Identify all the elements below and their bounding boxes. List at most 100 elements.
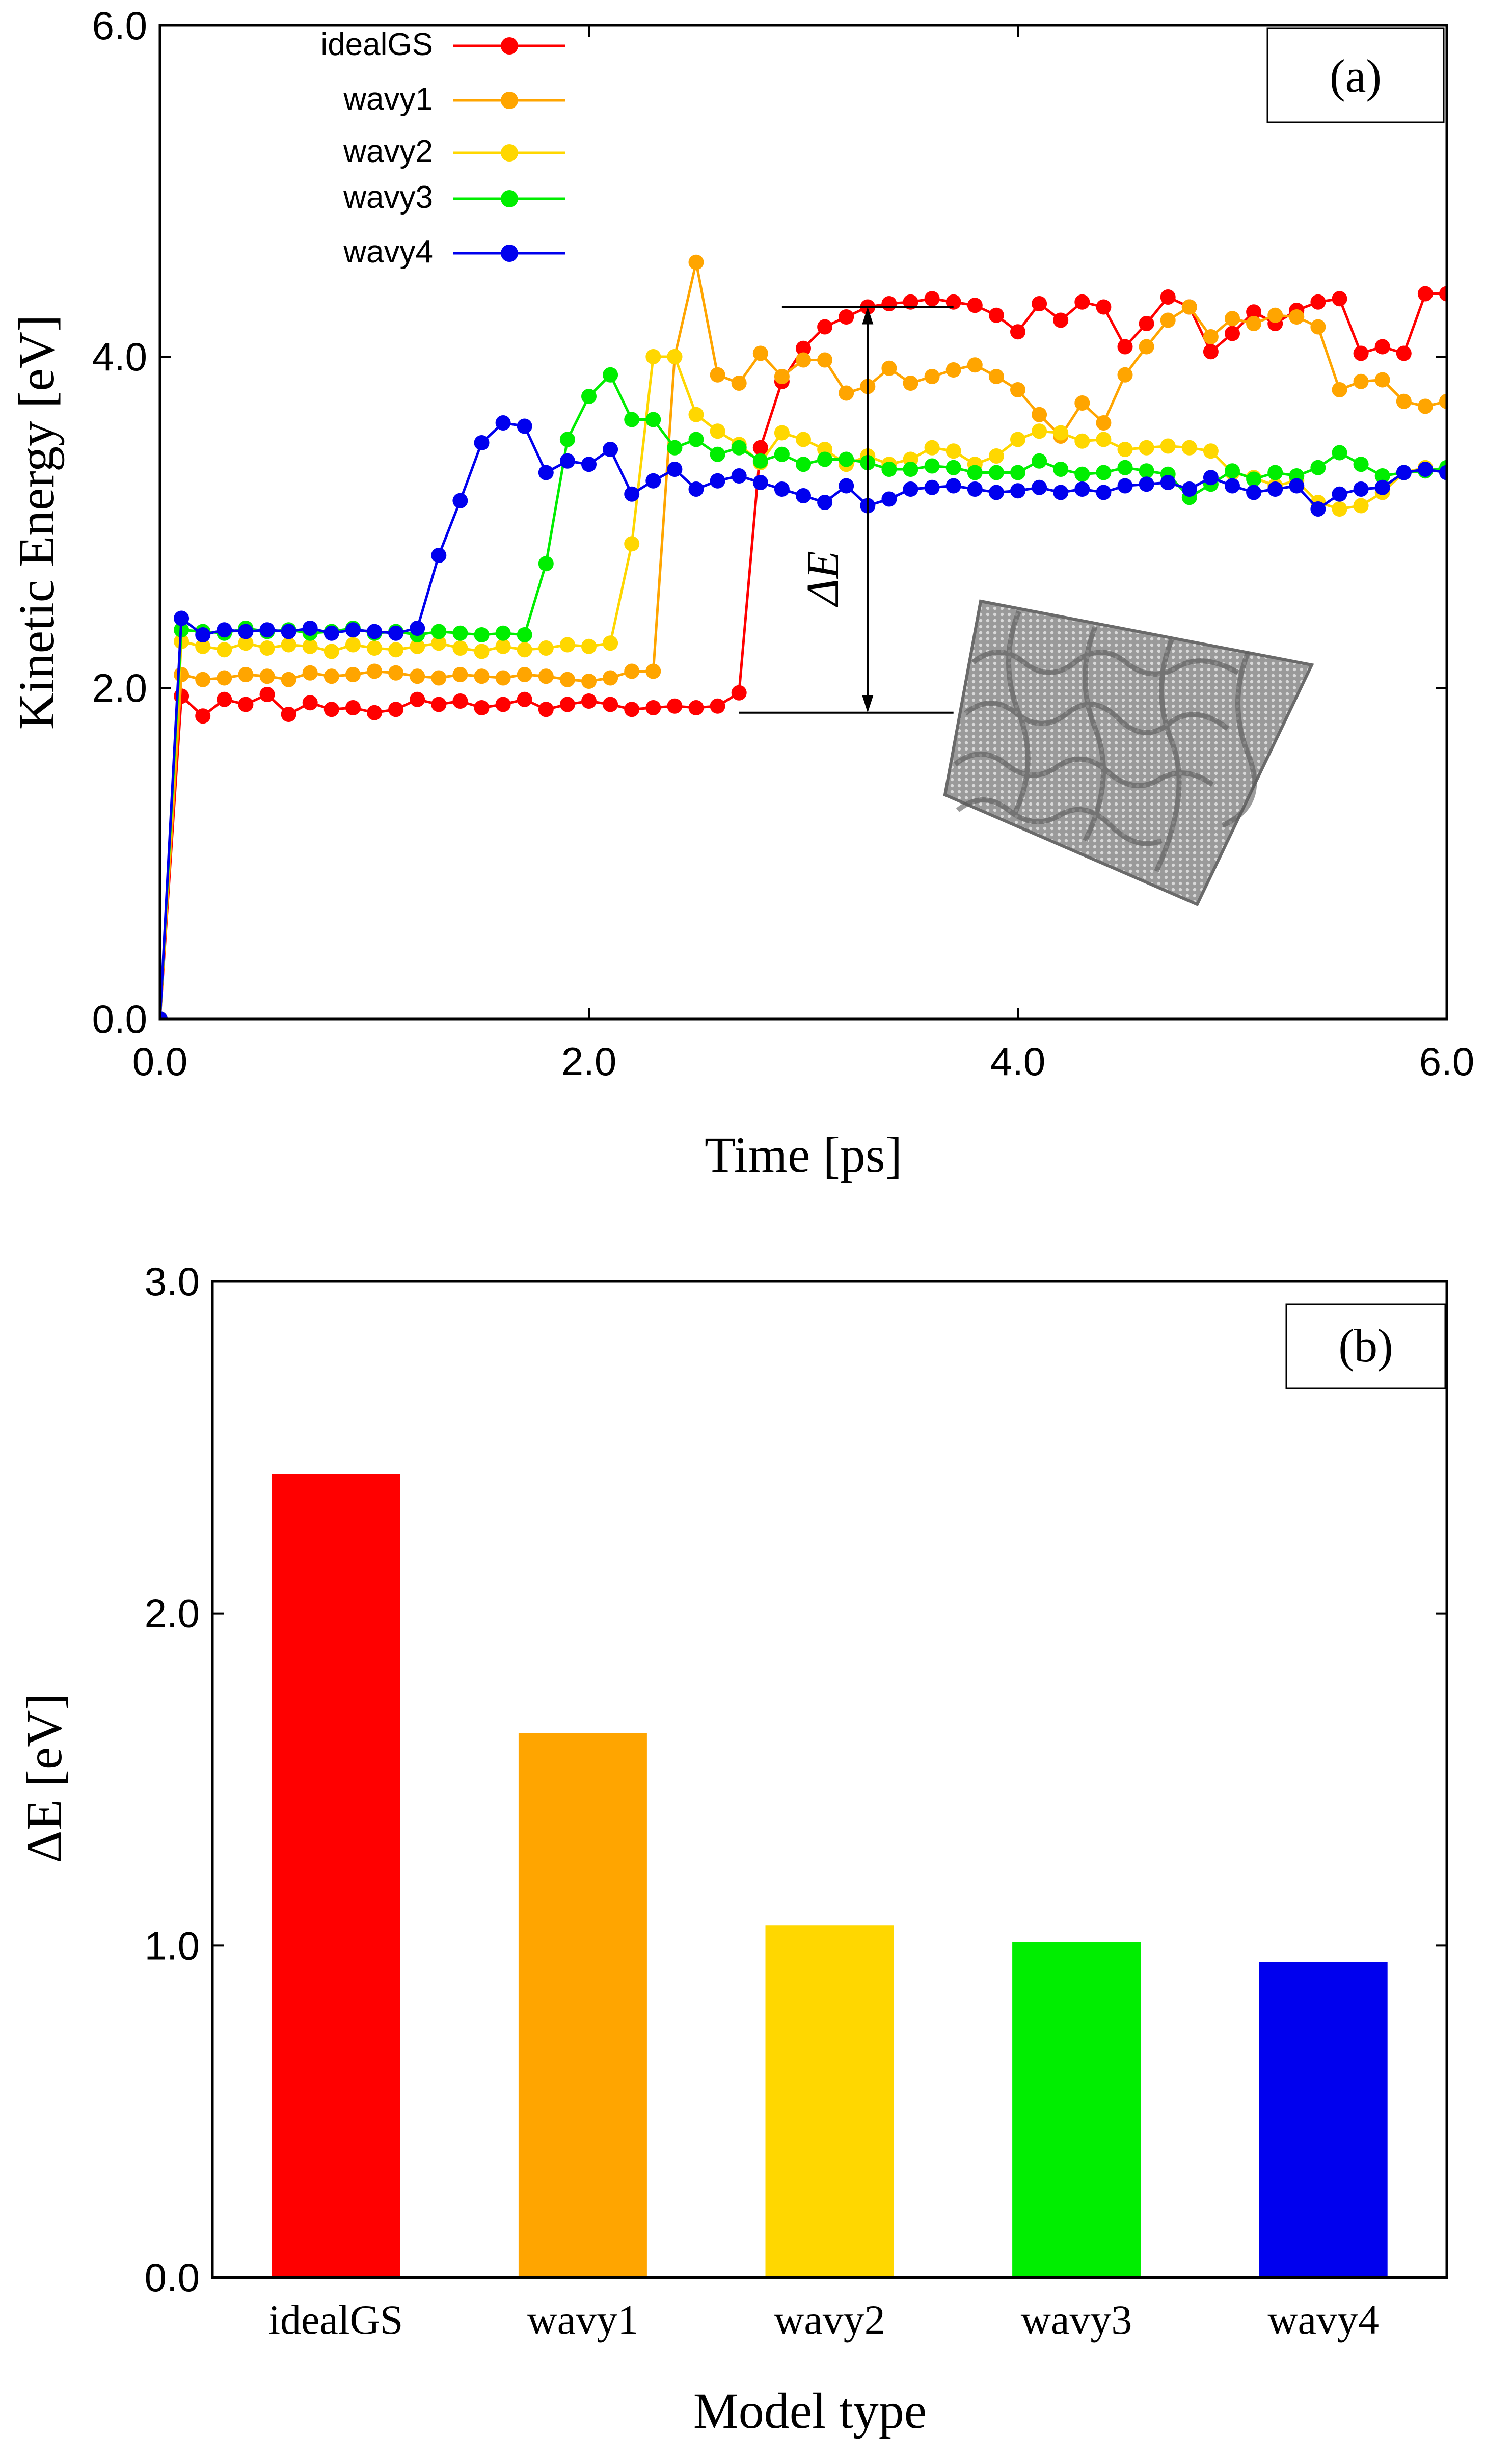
data-point-wavy1 <box>796 352 811 368</box>
data-point-wavy4 <box>431 548 447 563</box>
data-point-wavy3 <box>474 627 490 642</box>
data-point-wavy4 <box>1332 486 1347 502</box>
panel-b-label: (b) <box>1338 1320 1393 1372</box>
data-point-idealGS <box>1032 296 1047 311</box>
data-point-wavy4 <box>924 479 940 495</box>
data-point-idealGS <box>474 700 490 715</box>
data-point-wavy4 <box>1396 465 1412 480</box>
data-point-idealGS <box>710 698 725 714</box>
chart-b-y-tick-label: 0.0 <box>145 2255 200 2300</box>
data-point-wavy4 <box>903 481 918 497</box>
data-point-wavy4 <box>474 435 490 450</box>
data-point-wavy1 <box>967 357 983 373</box>
data-point-wavy1 <box>345 667 361 682</box>
data-point-wavy1 <box>323 668 339 684</box>
data-point-wavy1 <box>624 663 640 679</box>
wavy-graphene-inset-image <box>943 599 1314 906</box>
chart-b-x-axis-label: Model type <box>693 2382 927 2439</box>
data-point-idealGS <box>1353 345 1369 361</box>
data-point-wavy2 <box>945 443 961 459</box>
data-point-wavy1 <box>1289 309 1305 325</box>
chart-a-y-tick-label: 2.0 <box>92 665 147 710</box>
data-point-wavy1 <box>774 369 790 384</box>
data-point-wavy3 <box>1053 462 1069 477</box>
data-point-wavy4 <box>1010 483 1025 499</box>
data-point-idealGS <box>559 697 575 712</box>
data-point-wavy3 <box>517 627 532 642</box>
data-point-wavy1 <box>431 670 447 686</box>
data-point-wavy1 <box>752 345 768 361</box>
data-point-wavy1 <box>645 663 661 679</box>
data-point-wavy3 <box>667 440 683 456</box>
data-point-wavy1 <box>367 663 382 679</box>
data-point-wavy4 <box>1181 481 1197 497</box>
data-point-wavy1 <box>1332 382 1347 397</box>
data-point-wavy1 <box>302 665 318 681</box>
data-point-idealGS <box>1117 339 1133 355</box>
data-point-wavy1 <box>710 367 725 383</box>
chart-b-ticks: 0.0 1.0 2.0 3.0 idealGS wavy1 wavy2 wavy3 wavy4 <box>145 1259 1447 2343</box>
data-point-wavy4 <box>1074 481 1090 497</box>
data-point-wavy2 <box>1160 438 1176 454</box>
data-point-idealGS <box>1074 294 1090 310</box>
data-point-wavy1 <box>1160 312 1176 328</box>
data-point-wavy1 <box>1267 307 1283 323</box>
data-point-wavy1 <box>1417 398 1433 414</box>
chart-b-category-label: wavy2 <box>774 2296 885 2343</box>
data-point-wavy1 <box>881 360 897 376</box>
data-point-wavy4 <box>281 624 296 639</box>
data-point-wavy1 <box>238 667 254 682</box>
legend-marker-idealGS <box>501 37 518 55</box>
data-point-wavy3 <box>1353 457 1369 472</box>
data-point-wavy2 <box>988 448 1004 464</box>
legend-label-wavy1: wavy1 <box>343 82 433 117</box>
data-point-wavy3 <box>1225 463 1240 479</box>
data-point-wavy4 <box>367 624 382 639</box>
data-point-wavy3 <box>881 462 897 477</box>
data-point-wavy2 <box>452 640 468 656</box>
legend-marker-wavy1 <box>501 92 518 109</box>
data-point-wavy2 <box>1139 440 1154 456</box>
data-point-wavy4 <box>1160 475 1176 490</box>
data-point-wavy3 <box>774 446 790 462</box>
chart-a-frame <box>158 24 1448 1021</box>
data-point-wavy1 <box>559 672 575 687</box>
data-point-wavy1 <box>1139 339 1154 355</box>
panel-a-label-box: (a) <box>1266 27 1445 123</box>
data-point-wavy1 <box>1096 415 1112 431</box>
data-point-wavy3 <box>924 458 940 474</box>
data-point-idealGS <box>1096 299 1112 315</box>
data-point-idealGS <box>581 693 597 709</box>
data-point-wavy1 <box>1246 316 1262 331</box>
data-point-idealGS <box>731 685 747 701</box>
data-point-wavy4 <box>495 415 511 431</box>
chart-b-y-tick-label: 1.0 <box>145 1923 200 1968</box>
chart-b-y-tick-label: 3.0 <box>145 1259 200 1304</box>
data-point-wavy4 <box>603 442 618 457</box>
data-point-wavy3 <box>1096 465 1112 480</box>
data-point-wavy2 <box>367 640 382 656</box>
data-point-wavy4 <box>388 625 404 641</box>
data-point-wavy4 <box>1353 481 1369 497</box>
data-point-wavy1 <box>1396 393 1412 409</box>
data-point-wavy1 <box>1117 367 1133 383</box>
data-point-idealGS <box>1160 289 1176 305</box>
data-point-idealGS <box>839 309 854 325</box>
data-point-wavy1 <box>388 665 404 681</box>
data-point-wavy3 <box>1117 460 1133 475</box>
data-point-idealGS <box>452 693 468 709</box>
data-point-wavy1 <box>731 376 747 391</box>
data-point-wavy2 <box>559 637 575 653</box>
data-point-wavy3 <box>903 462 918 477</box>
data-point-wavy1 <box>538 668 554 684</box>
data-point-wavy1 <box>259 668 275 684</box>
data-point-wavy1 <box>174 667 190 682</box>
data-point-wavy3 <box>945 460 961 475</box>
chart-b-category-label: wavy1 <box>527 2296 639 2343</box>
data-point-idealGS <box>967 298 983 313</box>
data-point-idealGS <box>624 702 640 717</box>
data-point-idealGS <box>1332 291 1347 307</box>
data-point-wavy4 <box>1032 479 1047 495</box>
data-point-wavy2 <box>1332 501 1347 517</box>
